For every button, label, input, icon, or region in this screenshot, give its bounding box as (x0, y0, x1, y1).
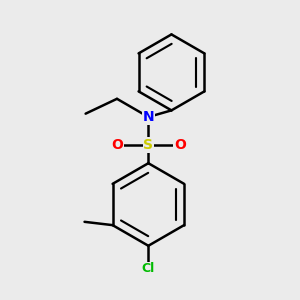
Text: S: S (143, 138, 153, 152)
Text: N: N (142, 110, 154, 124)
Text: Cl: Cl (142, 262, 155, 275)
Text: O: O (174, 138, 186, 152)
Text: O: O (111, 138, 123, 152)
